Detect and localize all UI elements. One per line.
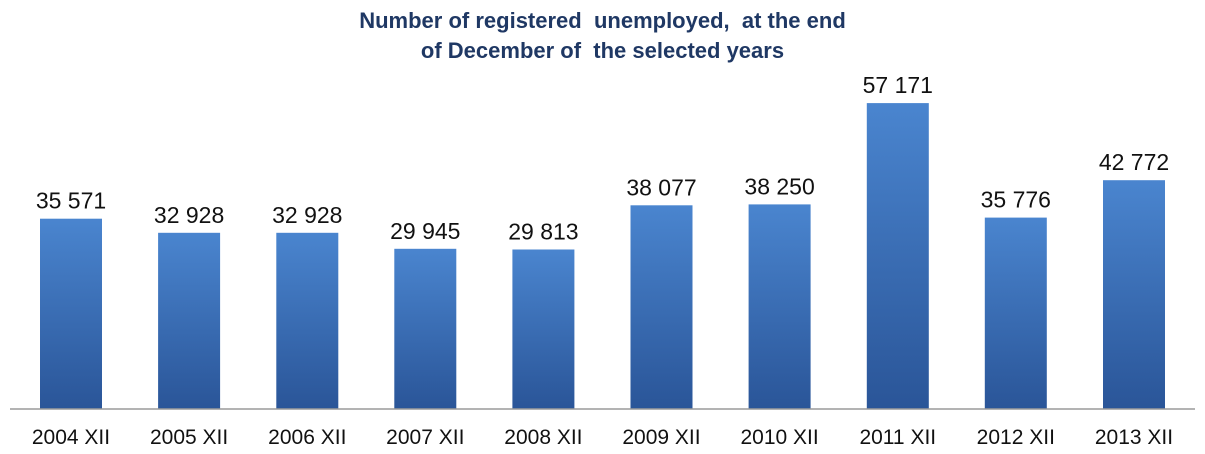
x-tick-label-6: 2010 XII bbox=[740, 426, 818, 449]
data-label-3: 29 945 bbox=[390, 218, 460, 244]
chart-title: Number of registered unemployed, at the … bbox=[0, 6, 1205, 66]
data-label-7: 57 171 bbox=[863, 72, 933, 98]
data-label-2: 32 928 bbox=[272, 202, 342, 228]
x-tick-label-8: 2012 XII bbox=[977, 426, 1055, 449]
bar-7 bbox=[866, 103, 929, 409]
data-label-5: 38 077 bbox=[626, 174, 696, 200]
x-tick-label-0: 2004 XII bbox=[32, 426, 110, 449]
bar-1 bbox=[158, 232, 221, 409]
x-tick-label-5: 2009 XII bbox=[622, 426, 700, 449]
x-tick-label-4: 2008 XII bbox=[504, 426, 582, 449]
x-tick-label-2: 2006 XII bbox=[268, 426, 346, 449]
data-label-9: 42 772 bbox=[1099, 149, 1169, 175]
chart-title-line-1: Number of registered unemployed, at the … bbox=[359, 8, 846, 33]
data-label-0: 35 571 bbox=[36, 188, 106, 214]
bar-6 bbox=[748, 204, 811, 409]
bar-3 bbox=[394, 248, 457, 409]
bar-8 bbox=[984, 217, 1047, 409]
x-tick-label-1: 2005 XII bbox=[150, 426, 228, 449]
data-label-8: 35 776 bbox=[981, 187, 1051, 213]
bar-5 bbox=[630, 205, 693, 409]
x-tick-label-9: 2013 XII bbox=[1095, 426, 1173, 449]
data-label-4: 29 813 bbox=[508, 219, 578, 245]
bar-4 bbox=[512, 249, 575, 409]
data-labels-layer: 35 571 32 928 32 928 29 945 29 813 38 077 38 2… bbox=[36, 72, 1169, 244]
x-tick-label-7: 2011 XII bbox=[859, 426, 936, 449]
bar-2 bbox=[276, 232, 339, 409]
bars-layer bbox=[40, 103, 1165, 409]
bar-9 bbox=[1103, 180, 1165, 409]
tick-labels-layer: 2004 XII 2005 XII 2006 XII 2007 XII 2008 XII… bbox=[32, 426, 1173, 449]
data-label-6: 38 250 bbox=[744, 173, 814, 199]
data-label-1: 32 928 bbox=[154, 202, 224, 228]
x-tick-label-3: 2007 XII bbox=[386, 426, 464, 449]
bar-0 bbox=[40, 218, 102, 409]
chart-title-line-2: of December of the selected years bbox=[420, 38, 785, 63]
